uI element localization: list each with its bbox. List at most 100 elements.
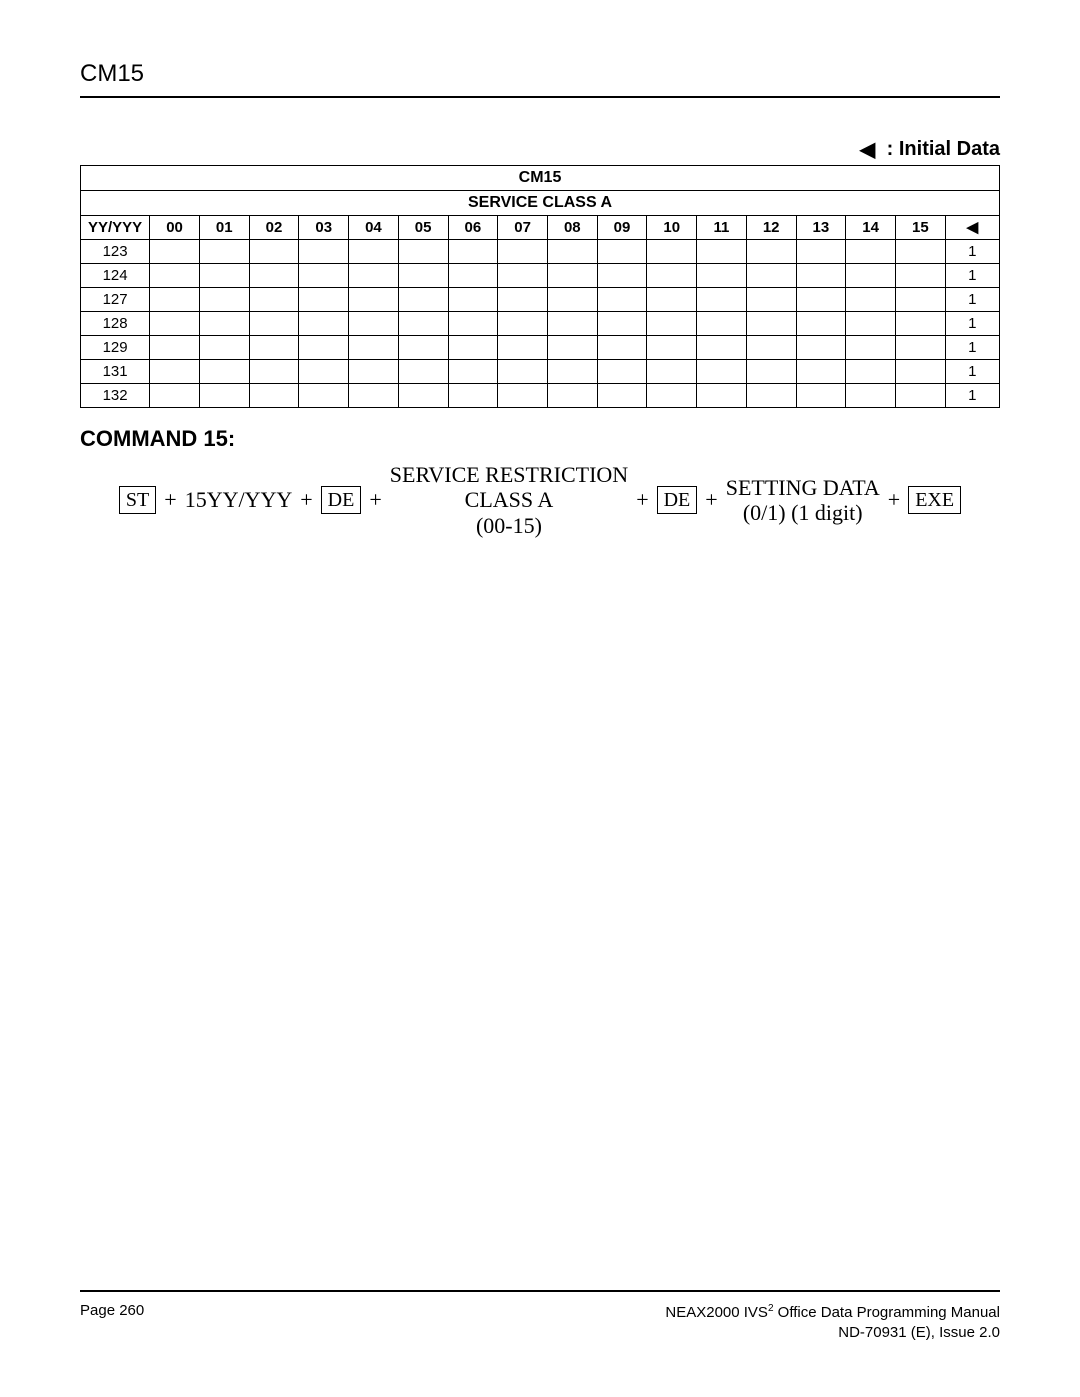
cell-value (299, 384, 349, 408)
cell-value (647, 336, 697, 360)
table-row: 1311 (81, 360, 1000, 384)
cell-value (448, 240, 498, 264)
cell-value (199, 312, 249, 336)
cell-value (647, 288, 697, 312)
table-subtitle: SERVICE CLASS A (81, 191, 1000, 216)
cell-value (249, 288, 299, 312)
block1-line1: SERVICE RESTRICTION (390, 462, 628, 487)
cell-value (746, 288, 796, 312)
cell-value (448, 264, 498, 288)
cell-value (547, 360, 597, 384)
col-header-num: 13 (796, 216, 846, 240)
plus-icon: + (705, 487, 717, 513)
cell-value (448, 288, 498, 312)
col-header-num: 08 (547, 216, 597, 240)
col-header-num: 02 (249, 216, 299, 240)
page: CM15 ◀ : Initial Data CM15 SERVICE CLASS… (0, 0, 1080, 1397)
col-header-num: 06 (448, 216, 498, 240)
cell-value (597, 384, 647, 408)
cell-value (199, 384, 249, 408)
plus-icon: + (300, 487, 312, 513)
cell-value (796, 264, 846, 288)
cell-value (796, 360, 846, 384)
col-header-num: 07 (498, 216, 548, 240)
cell-value (398, 312, 448, 336)
cell-value (498, 312, 548, 336)
cell-value (249, 240, 299, 264)
cell-value (895, 360, 945, 384)
footer-page-number: Page 260 (80, 1302, 144, 1342)
cell-value (697, 264, 747, 288)
cell-value (498, 360, 548, 384)
cell-value (398, 240, 448, 264)
footer-rule (80, 1290, 1000, 1292)
cell-value (796, 312, 846, 336)
cell-initial: 1 (945, 240, 999, 264)
table-head: CM15 SERVICE CLASS A YY/YYY 000102030405… (81, 166, 1000, 240)
cell-value (498, 288, 548, 312)
cell-value (547, 384, 597, 408)
cell-value (349, 384, 399, 408)
cell-value (895, 384, 945, 408)
cell-value (895, 288, 945, 312)
cell-value (150, 336, 200, 360)
cell-value (398, 360, 448, 384)
cell-value (199, 336, 249, 360)
page-header-title: CM15 (80, 60, 1000, 88)
cell-initial: 1 (945, 264, 999, 288)
cell-yy: 132 (81, 384, 150, 408)
cell-value (498, 336, 548, 360)
cell-value (846, 360, 896, 384)
cell-value (249, 312, 299, 336)
cell-value (597, 264, 647, 288)
footer-doc-id: ND-70931 (E), Issue 2.0 (665, 1323, 1000, 1343)
table-row: 124 1 (81, 264, 1000, 288)
block1-line3: (00-15) (476, 513, 542, 538)
command-sequence: ST + 15YY/YYY + DE + SERVICE RESTRICTION… (80, 462, 1000, 538)
cell-value (846, 288, 896, 312)
col-header-num: 03 (299, 216, 349, 240)
cell-value (796, 288, 846, 312)
table-column-headers: YY/YYY 00010203040506070809101112131415◀ (81, 216, 1000, 240)
cell-value (895, 264, 945, 288)
block1-line2: CLASS A (465, 487, 554, 512)
cell-value (547, 336, 597, 360)
cell-value (895, 312, 945, 336)
cell-value (597, 336, 647, 360)
cell-initial: 1 (945, 336, 999, 360)
col-header-num: 04 (349, 216, 399, 240)
cell-value (349, 336, 399, 360)
cell-value (597, 312, 647, 336)
block-service-restriction: SERVICE RESTRICTION CLASS A (00-15) (390, 462, 628, 538)
cell-value (448, 336, 498, 360)
cell-yy: 124 (81, 264, 150, 288)
cell-value (398, 264, 448, 288)
cell-value (249, 360, 299, 384)
table-row: 1321 (81, 384, 1000, 408)
cell-yy: 129 (81, 336, 150, 360)
plus-icon: + (636, 487, 648, 513)
cell-value (349, 240, 399, 264)
col-header-num: 09 (597, 216, 647, 240)
cell-initial: 1 (945, 288, 999, 312)
cell-value (448, 384, 498, 408)
cell-value (349, 360, 399, 384)
table-body: 1231124112711281129113111321 (81, 240, 1000, 408)
table-row: 1271 (81, 288, 1000, 312)
cell-value (796, 336, 846, 360)
cell-value (349, 288, 399, 312)
cell-value (498, 240, 548, 264)
cell-value (597, 360, 647, 384)
cell-value (697, 360, 747, 384)
cell-value (199, 240, 249, 264)
cell-value (895, 240, 945, 264)
col-header-num: 01 (199, 216, 249, 240)
triangle-left-icon: ◀ (860, 140, 875, 160)
cell-value (846, 336, 896, 360)
cell-value (299, 288, 349, 312)
footer-right: NEAX2000 IVS2 Office Data Programming Ma… (665, 1302, 1000, 1342)
cell-value (150, 360, 200, 384)
cell-value (398, 384, 448, 408)
initial-data-legend: ◀ : Initial Data (80, 138, 1000, 161)
col-header-num: 15 (895, 216, 945, 240)
